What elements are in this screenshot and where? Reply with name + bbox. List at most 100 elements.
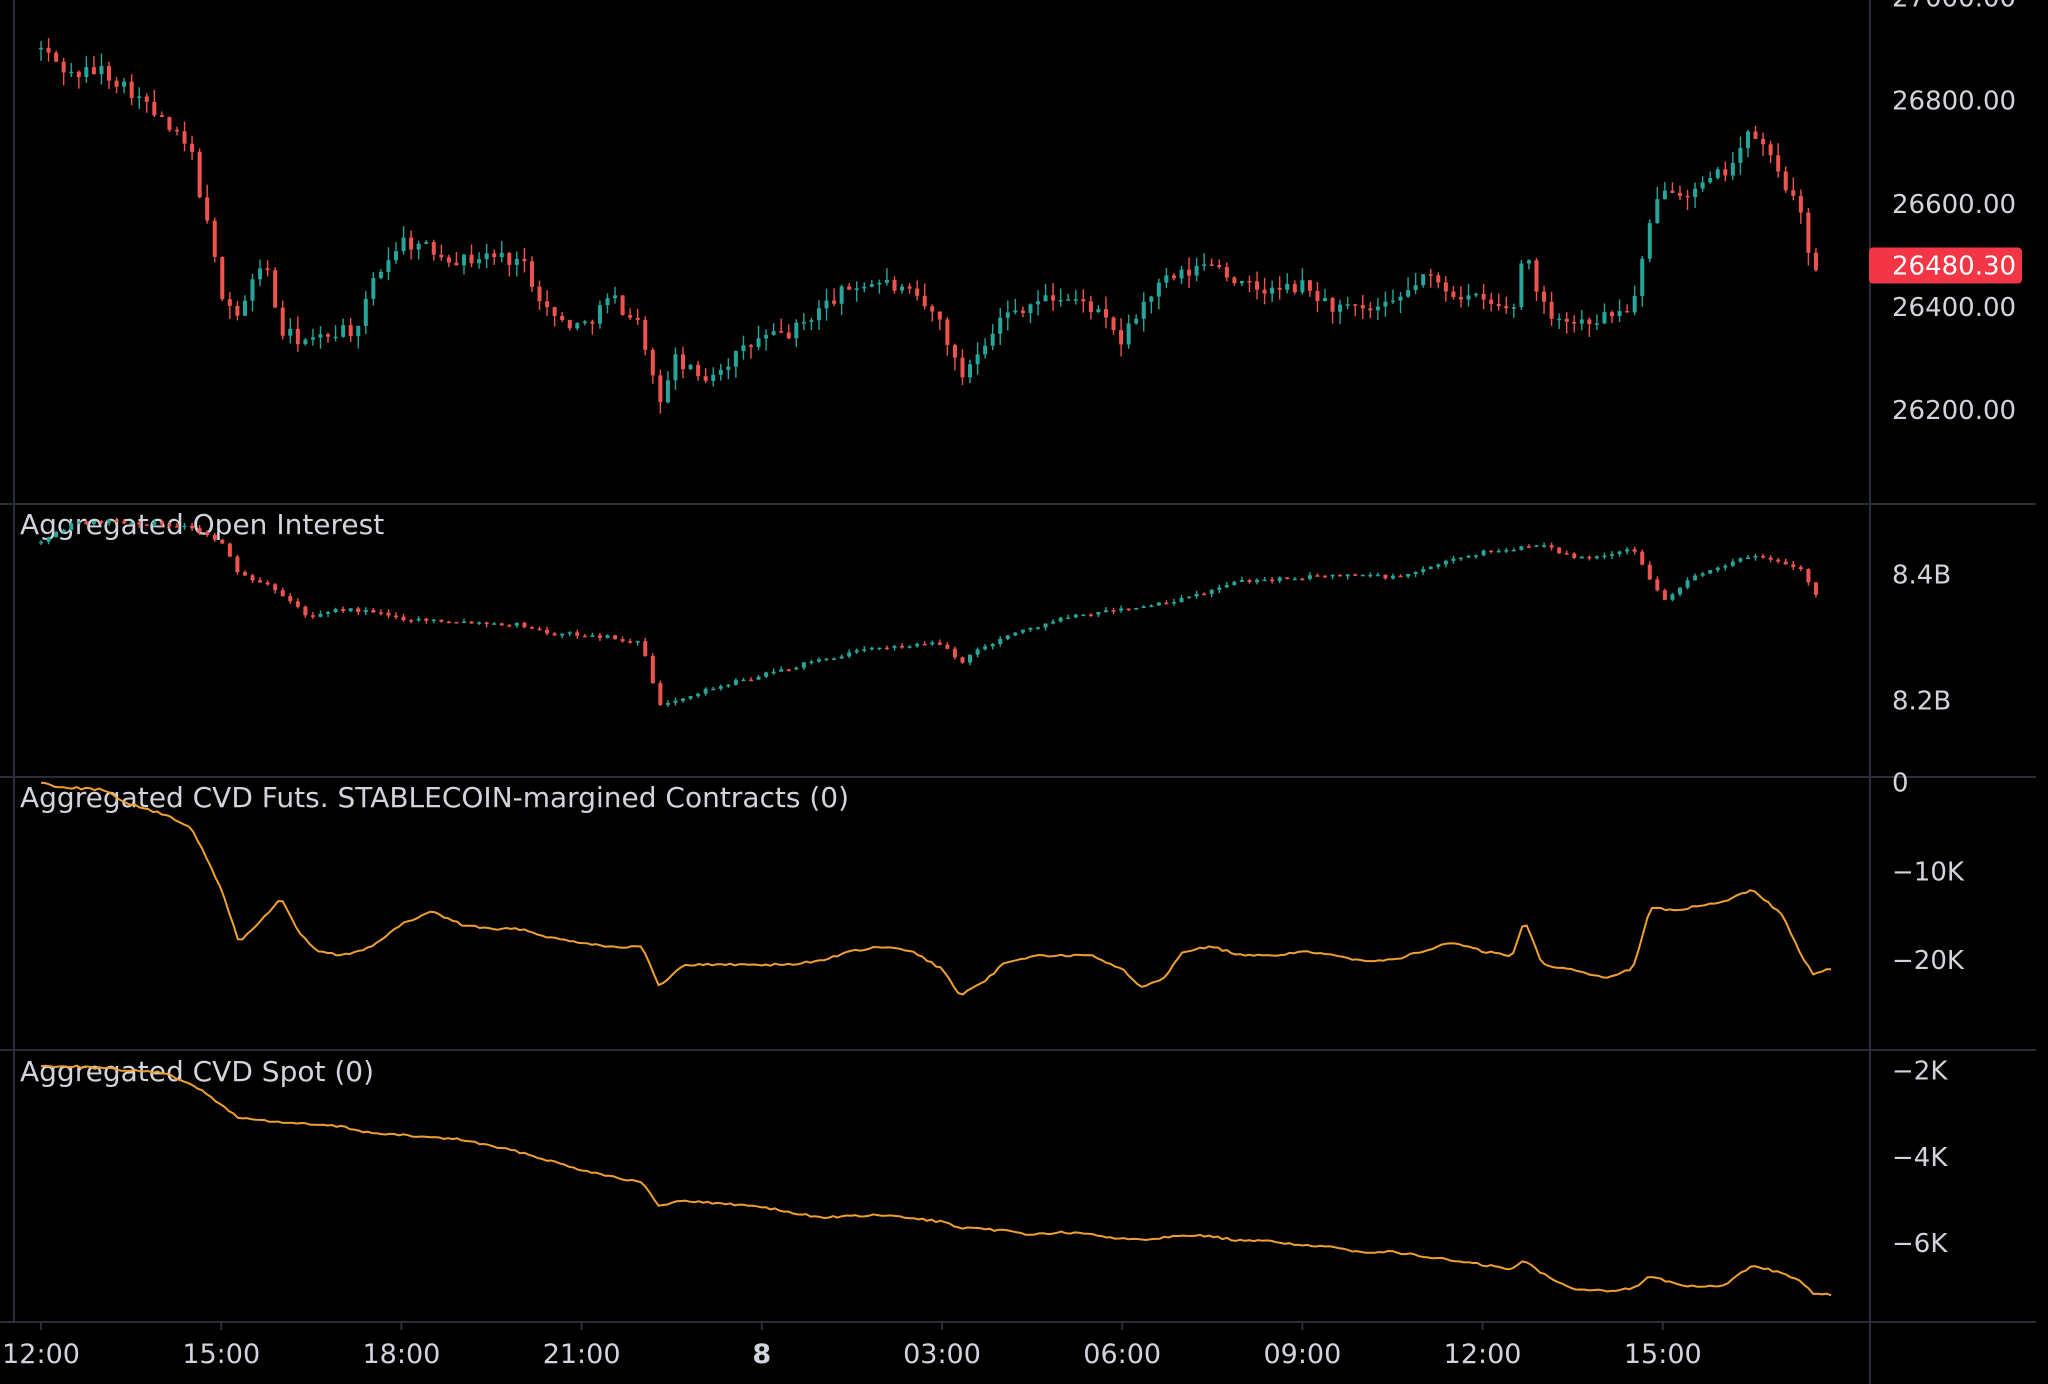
last-price-label: 26480.30 — [1892, 252, 2016, 282]
oi-candle — [1156, 601, 1161, 606]
price-candle — [703, 368, 708, 384]
price-body — [318, 334, 323, 338]
oi-candle — [718, 684, 723, 691]
price-candle — [288, 318, 293, 344]
cvd-spot-panel[interactable]: Aggregated CVD Spot (0) −2K −4K −6K — [20, 1055, 1948, 1297]
price-candle — [499, 241, 504, 263]
price-candle — [182, 121, 187, 152]
price-body — [1700, 182, 1705, 189]
oi-body — [363, 609, 368, 613]
price-candle — [862, 282, 867, 293]
price-body — [190, 143, 195, 152]
oi-body — [1315, 575, 1320, 577]
price-candle — [84, 56, 89, 83]
price-candle — [190, 135, 195, 160]
oi-candle — [1066, 614, 1071, 619]
time-tick-label: 15:00 — [182, 1339, 260, 1370]
cvd-futures-axis[interactable]: 0 −10K −20K — [1892, 768, 1965, 976]
time-axis[interactable]: 12:00 15:00 18:00 21:00 8 03:00 06:00 09:00 12:0… — [2, 1322, 1702, 1370]
oi-body — [1526, 546, 1531, 548]
price-body — [650, 349, 655, 376]
price-candle — [1239, 280, 1244, 287]
oi-candle — [137, 521, 142, 528]
price-body — [522, 258, 527, 262]
price-body — [726, 366, 731, 370]
oi-body — [915, 643, 920, 647]
oi-candle — [1813, 582, 1818, 598]
cvd-futures-panel[interactable]: Aggregated CVD Futs. STABLECOIN-margined… — [20, 768, 1965, 996]
price-body — [1413, 285, 1418, 291]
time-tick-label: 8 — [752, 1339, 771, 1370]
price-body — [545, 301, 550, 308]
oi-candle — [114, 517, 119, 523]
cvd-spot-axis[interactable]: −2K −4K −6K — [1892, 1056, 1948, 1259]
price-body — [907, 286, 912, 289]
price-candle — [1171, 273, 1176, 281]
price-candle — [1783, 166, 1788, 193]
oi-body — [998, 638, 1003, 644]
price-candle — [197, 148, 202, 199]
price-candle — [635, 308, 640, 326]
price-candle — [922, 283, 927, 310]
price-body — [839, 286, 844, 304]
price-candle — [514, 251, 519, 277]
price-candle — [1640, 255, 1645, 307]
price-body — [1466, 295, 1471, 300]
price-candle — [816, 300, 821, 330]
oi-candle — [507, 623, 512, 627]
oi-axis[interactable]: 8.4B 8.2B — [1892, 560, 1951, 716]
price-candle — [1458, 286, 1463, 308]
price-body — [122, 81, 127, 87]
time-tick-label: 06:00 — [1083, 1339, 1161, 1370]
oi-candle — [560, 633, 565, 639]
price-candle — [937, 311, 942, 331]
oi-candle — [892, 644, 897, 651]
oi-candle — [1202, 592, 1207, 596]
oi-candle — [1126, 608, 1131, 611]
cvd-futures-tick-label: −10K — [1892, 857, 1965, 887]
oi-body — [786, 669, 791, 671]
price-body — [1255, 281, 1260, 290]
price-candle — [39, 41, 44, 61]
oi-candle — [794, 666, 799, 670]
oi-body — [1247, 580, 1252, 583]
oi-candle — [1806, 568, 1811, 586]
price-candle — [409, 230, 414, 260]
price-body — [1073, 299, 1078, 301]
oi-body — [620, 639, 625, 642]
oi-body — [779, 669, 784, 672]
oi-body — [688, 696, 693, 699]
price-candle — [1111, 316, 1116, 335]
price-candle — [363, 290, 368, 334]
oi-body — [371, 609, 376, 613]
price-panel[interactable]: 27000.00 26800.00 26600.00 26400.00 26200.00… — [39, 0, 2022, 426]
oi-candle — [1270, 576, 1275, 584]
price-candle — [114, 77, 119, 94]
oi-body — [492, 623, 497, 625]
oi-body — [1745, 557, 1750, 559]
price-axis[interactable]: 27000.00 26800.00 26600.00 26400.00 26200.00 — [1892, 0, 2016, 426]
price-body — [212, 220, 217, 257]
price-body — [1209, 264, 1214, 266]
price-body — [99, 66, 104, 75]
oi-candle — [84, 519, 89, 526]
price-body — [1572, 321, 1577, 324]
price-body — [748, 345, 753, 347]
oi-candle — [1307, 572, 1312, 581]
oi-candle — [61, 528, 66, 534]
oi-body — [824, 658, 829, 661]
price-body — [265, 268, 270, 271]
oi-body — [1481, 550, 1486, 556]
oi-body — [84, 521, 89, 524]
oi-body — [167, 524, 172, 527]
oi-body — [522, 622, 527, 628]
oi-body — [1625, 549, 1630, 552]
oi-body — [1338, 574, 1343, 577]
oi-panel[interactable]: Aggregated Open Interest 8.4B 8.2B — [20, 508, 1951, 716]
price-candle — [1549, 291, 1554, 326]
price-body — [779, 331, 784, 333]
price-body — [107, 66, 112, 81]
oi-candle — [1564, 550, 1569, 555]
oi-body — [900, 646, 905, 648]
